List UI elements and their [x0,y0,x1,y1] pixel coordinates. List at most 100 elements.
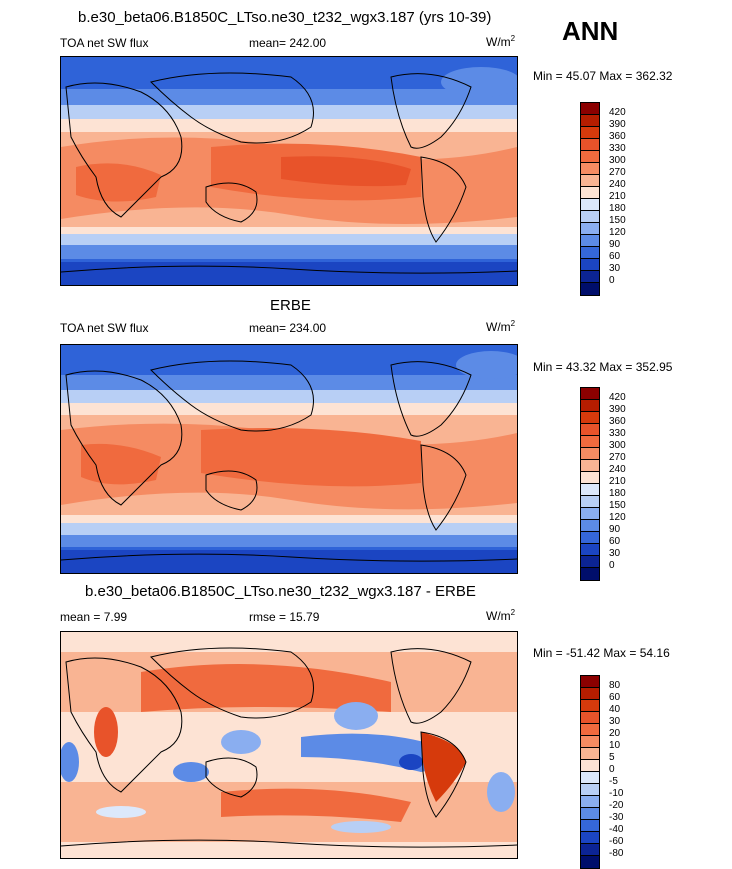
panel3-colorbar [580,675,600,869]
colorbar-swatch [581,187,599,199]
colorbar-swatch [581,676,599,688]
panel2-map [60,344,518,574]
colorbar-tick-label: 180 [609,203,626,214]
colorbar-tick-label: -10 [609,788,624,799]
panel3-mean-label: mean = 7.99 [60,610,128,624]
panel2-variable-label: TOA net SW flux [60,321,149,335]
colorbar-swatch [581,247,599,259]
colorbar-tick-label: 360 [609,131,626,142]
panel2-units: W/m2 [486,319,516,334]
colorbar-tick-label: 240 [609,464,626,475]
colorbar-swatch [581,115,599,127]
colorbar-tick-label: 210 [609,191,626,202]
colorbar-tick-label: 0 [609,764,615,775]
colorbar-tick-label: 420 [609,107,626,118]
colorbar-tick-label: -30 [609,812,624,823]
colorbar-swatch [581,544,599,556]
colorbar-tick-label: 210 [609,476,626,487]
panel1-map [60,56,518,286]
panel2-title: ERBE [270,297,311,314]
colorbar-swatch [581,496,599,508]
colorbar-swatch [581,700,599,712]
panel1-units: W/m2 [486,34,516,49]
colorbar-swatch [581,688,599,700]
colorbar-swatch [581,712,599,724]
panel3-minmax: Min = -51.42 Max = 54.16 [533,646,670,660]
colorbar-tick-label: -60 [609,836,624,847]
colorbar-tick-label: 10 [609,740,621,751]
colorbar-tick-label: 270 [609,167,626,178]
colorbar-tick-label: 120 [609,512,626,523]
colorbar-swatch [581,520,599,532]
colorbar-swatch [581,532,599,544]
colorbar-swatch [581,436,599,448]
panel1-minmax: Min = 45.07 Max = 362.32 [533,69,673,83]
colorbar-tick-label: 360 [609,416,626,427]
colorbar-tick-label: 80 [609,680,621,691]
colorbar-tick-label: 120 [609,227,626,238]
colorbar-tick-label: 30 [609,548,621,559]
colorbar-tick-label: 40 [609,704,621,715]
colorbar-swatch [581,808,599,820]
colorbar-swatch [581,400,599,412]
colorbar-tick-label: 30 [609,263,621,274]
colorbar-tick-label: 180 [609,488,626,499]
colorbar-swatch [581,784,599,796]
colorbar-swatch [581,412,599,424]
colorbar-swatch [581,163,599,175]
colorbar-swatch [581,271,599,283]
colorbar-tick-label: 60 [609,692,621,703]
colorbar-tick-label: 60 [609,536,621,547]
colorbar-tick-label: 420 [609,392,626,403]
colorbar-swatch [581,856,599,868]
colorbar-tick-label: -20 [609,800,624,811]
colorbar-tick-label: 150 [609,215,626,226]
colorbar-swatch [581,748,599,760]
colorbar-swatch [581,844,599,856]
colorbar-tick-label: 150 [609,500,626,511]
panel3-colorbar-ticks: 80 60 40 30 20 10 5 0 -5 -10 -20 -30 -40 -60 -80 [609,675,624,859]
colorbar-tick-label: -40 [609,824,624,835]
panel2-minmax: Min = 43.32 Max = 352.95 [533,360,673,374]
colorbar-tick-label: 0 [609,560,615,571]
panel1-colorbar [580,102,600,296]
colorbar-swatch [581,760,599,772]
colorbar-tick-label: 5 [609,752,615,763]
colorbar-tick-label: 30 [609,716,621,727]
colorbar-swatch [581,724,599,736]
colorbar-tick-label: 60 [609,251,621,262]
colorbar-swatch [581,151,599,163]
colorbar-tick-label: 240 [609,179,626,190]
colorbar-tick-label: 330 [609,143,626,154]
colorbar-swatch [581,223,599,235]
panel1-colorbar-ticks: 420 390 360 330 300 270 240 210 180 150 120 90 60 30 0 [609,102,626,286]
colorbar-swatch [581,448,599,460]
colorbar-swatch [581,283,599,295]
colorbar-swatch [581,460,599,472]
panel2-colorbar-ticks: 420 390 360 330 300 270 240 210 180 150 120 90 60 30 0 [609,387,626,571]
colorbar-tick-label: 90 [609,524,621,535]
colorbar-swatch [581,832,599,844]
colorbar-tick-label: 390 [609,119,626,130]
colorbar-tick-label: -5 [609,776,618,787]
colorbar-swatch [581,211,599,223]
panel3-map [60,631,518,859]
colorbar-swatch [581,139,599,151]
panel1-variable-label: TOA net SW flux [60,36,149,50]
colorbar-swatch [581,736,599,748]
colorbar-tick-label: 330 [609,428,626,439]
panel2-mean-label: mean= 234.00 [249,321,327,335]
colorbar-swatch [581,199,599,211]
colorbar-tick-label: 0 [609,275,615,286]
colorbar-tick-label: 270 [609,452,626,463]
colorbar-tick-label: 300 [609,155,626,166]
colorbar-swatch [581,556,599,568]
colorbar-swatch [581,175,599,187]
season-label: ANN [562,16,619,46]
colorbar-swatch [581,424,599,436]
colorbar-tick-label: 20 [609,728,621,739]
colorbar-swatch [581,820,599,832]
colorbar-tick-label: 300 [609,440,626,451]
panel3-units: W/m2 [486,608,516,623]
panel3-rmse-label: rmse = 15.79 [249,610,320,624]
